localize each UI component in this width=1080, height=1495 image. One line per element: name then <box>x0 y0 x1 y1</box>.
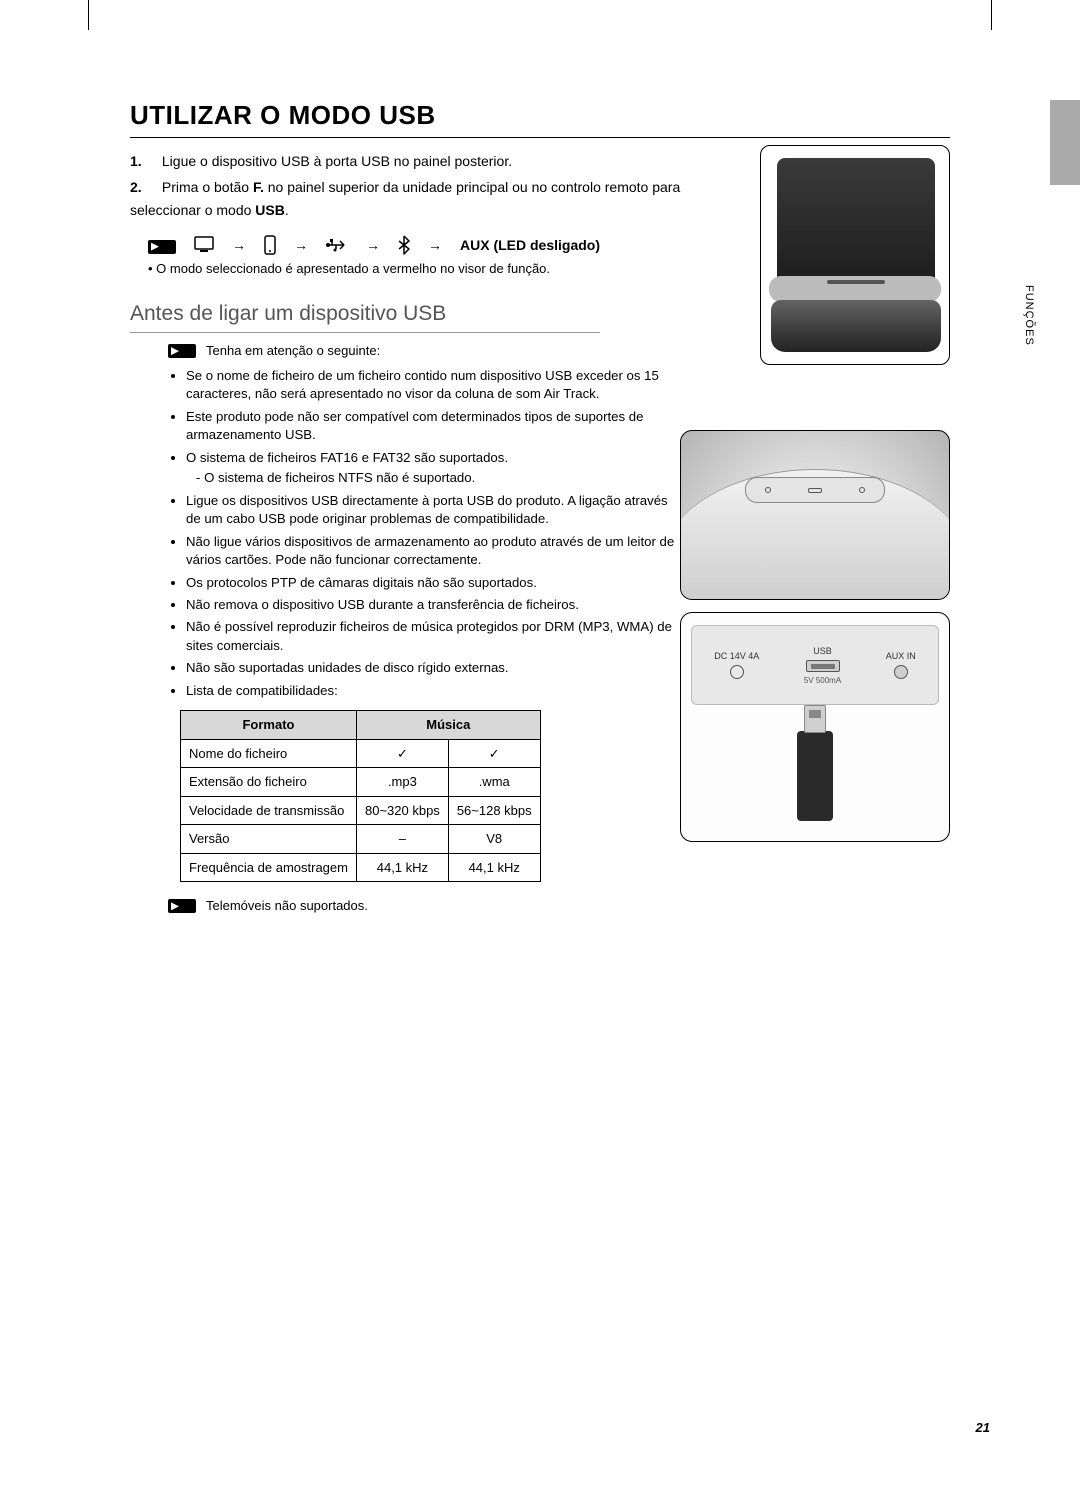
subsection-title: Antes de ligar um dispositivo USB <box>130 302 600 333</box>
figure-device-front <box>760 145 950 365</box>
bullet-item: Não remova o dispositivo USB durante a t… <box>186 596 678 614</box>
note-icon <box>168 899 196 913</box>
bluetooth-icon <box>398 235 410 255</box>
step-2-text-pre: Prima o botão <box>162 179 253 195</box>
bullet-item: O sistema de ficheiros FAT16 e FAT32 são… <box>186 449 678 488</box>
figure-usb-top <box>680 430 950 600</box>
arrow-icon: → <box>428 237 442 253</box>
table-header: Música <box>356 711 540 740</box>
dc-port: DC 14V 4A <box>714 651 759 679</box>
table-cell: Frequência de amostragem <box>181 853 357 882</box>
usb-icon <box>326 237 348 253</box>
table-cell: .wma <box>448 768 540 797</box>
sub-bullet: O sistema de ficheiros NTFS não é suport… <box>196 469 678 487</box>
bullet-item: Os protocolos PTP de câmaras digitais nã… <box>186 574 678 592</box>
bullet-list: Se o nome de ficheiro de um ficheiro con… <box>186 367 678 701</box>
step-2-bold: F. <box>253 179 264 195</box>
table-cell: V8 <box>448 825 540 854</box>
aux-port: AUX IN <box>886 651 916 679</box>
figure-usb-connection: DC 14V 4A USB 5V 500mA AUX IN <box>680 430 950 850</box>
note-icon <box>168 344 196 358</box>
bottom-note: Telemóveis não suportados. <box>206 896 368 916</box>
step-1-text: Ligue o dispositivo USB à porta USB no p… <box>162 153 512 169</box>
table-cell: ✓ <box>448 739 540 768</box>
page-number: 21 <box>976 1420 990 1435</box>
format-table: Formato Música Nome do ficheiro ✓ ✓ Exte… <box>180 710 541 882</box>
table-cell: 44,1 kHz <box>448 853 540 882</box>
phone-icon <box>264 235 276 255</box>
usb-stick-icon <box>797 705 833 821</box>
table-cell: Nome do ficheiro <box>181 739 357 768</box>
table-cell: 56~128 kbps <box>448 796 540 825</box>
step-list: 1. Ligue o dispositivo USB à porta USB n… <box>130 150 690 221</box>
bullet-item: Lista de compatibilidades: <box>186 682 678 700</box>
bullet-item: Não é possível reproduzir ficheiros de m… <box>186 618 678 655</box>
tv-icon <box>194 236 214 254</box>
step-1-num: 1. <box>130 150 158 172</box>
table-cell: Velocidade de transmissão <box>181 796 357 825</box>
section-title: UTILIZAR O MODO USB <box>130 100 950 138</box>
table-cell: – <box>356 825 448 854</box>
bullet-item: Ligue os dispositivos USB directamente à… <box>186 492 678 529</box>
figure-usb-bottom: DC 14V 4A USB 5V 500mA AUX IN <box>680 612 950 842</box>
step-2-num: 2. <box>130 176 158 198</box>
arrow-icon: → <box>294 237 308 253</box>
table-cell: 44,1 kHz <box>356 853 448 882</box>
bullet-item: Não são suportadas unidades de disco ríg… <box>186 659 678 677</box>
table-cell: ✓ <box>356 739 448 768</box>
note-icon <box>148 240 176 254</box>
table-header: Formato <box>181 711 357 740</box>
table-cell: Extensão do ficheiro <box>181 768 357 797</box>
bullet-item: Se o nome de ficheiro de um ficheiro con… <box>186 367 678 404</box>
table-cell: .mp3 <box>356 768 448 797</box>
vertical-section-label: FUNÇÕES <box>1023 285 1035 346</box>
bullet-item: Este produto pode não ser compatível com… <box>186 408 678 445</box>
intro-note: Tenha em atenção o seguinte: <box>206 341 380 361</box>
mode-aux-label: AUX (LED desligado) <box>460 237 600 253</box>
step-2-end: . <box>285 202 289 218</box>
usb-port: USB 5V 500mA <box>804 646 841 685</box>
step-2-usb: USB <box>255 202 285 218</box>
table-cell: Versão <box>181 825 357 854</box>
table-cell: 80~320 kbps <box>356 796 448 825</box>
bullet-item: Não ligue vários dispositivos de armazen… <box>186 533 678 570</box>
arrow-icon: → <box>366 237 380 253</box>
side-tab <box>1050 100 1080 185</box>
arrow-icon: → <box>232 237 246 253</box>
